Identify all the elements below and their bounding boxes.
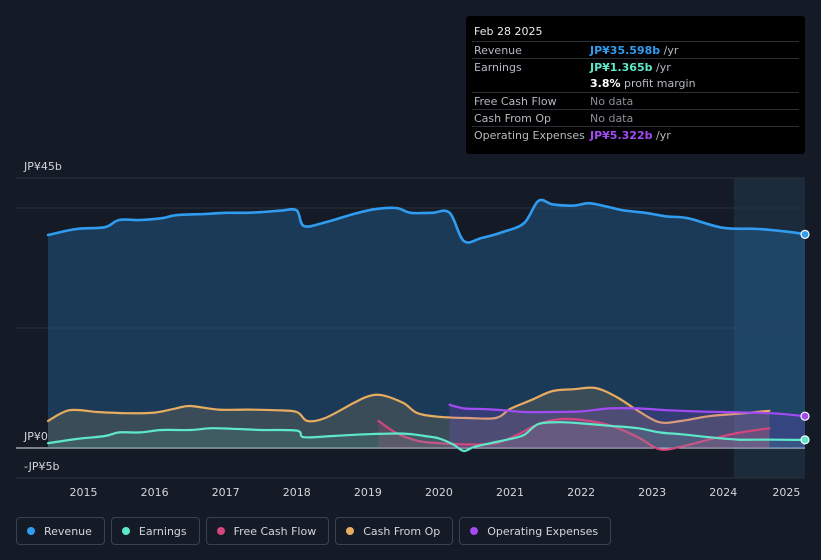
legend-item-free-cash-flow[interactable]: Free Cash Flow	[205, 517, 330, 545]
revenue-end-point	[800, 229, 810, 239]
legend-label: Operating Expenses	[487, 524, 599, 538]
cash-from-op-area	[48, 387, 770, 448]
tooltip-value: No data	[590, 112, 634, 125]
x-tick-label: 2024	[709, 486, 738, 499]
tooltip-label: Revenue	[474, 44, 522, 57]
x-tick-label: 2015	[69, 486, 98, 499]
free-cash-flow-area	[378, 418, 770, 450]
x-tick-label: 2019	[353, 486, 382, 499]
x-tick-label: 2022	[567, 486, 596, 499]
operating-expenses-dot-icon	[470, 527, 479, 535]
tooltip-unit: /yr	[655, 129, 671, 142]
cash-from-op-dot-icon	[346, 527, 355, 535]
tooltip-unit: profit margin	[624, 77, 696, 90]
free-cash-flow-dot-icon	[216, 527, 225, 535]
x-tick-label: 2025	[772, 486, 801, 499]
tooltip-label: Operating Expenses	[474, 129, 585, 142]
legend-item-earnings[interactable]: Earnings	[110, 517, 200, 545]
legend-item-cash-from-op[interactable]: Cash From Op	[335, 517, 454, 545]
tooltip-value: JP¥35.598b	[590, 44, 661, 57]
x-tick-label: 2020	[424, 486, 453, 499]
earnings-end-point	[800, 435, 810, 445]
tooltip-label: Earnings	[474, 61, 522, 74]
operating-expenses-end-point	[800, 411, 810, 421]
tooltip-value: No data	[590, 95, 634, 108]
revenue-line	[46, 198, 807, 244]
tooltip-row-cash-from-op: Cash From Op No data	[472, 109, 799, 127]
legend-item-operating-expenses[interactable]: Operating Expenses	[459, 517, 612, 545]
tooltip-label: Free Cash Flow	[474, 95, 557, 108]
tooltip-row-free-cash-flow: Free Cash Flow No data	[472, 92, 799, 110]
legend-item-revenue[interactable]: Revenue	[16, 517, 105, 545]
tooltip-value: 3.8%	[590, 77, 621, 90]
x-tick-label: 2018	[282, 486, 311, 499]
y-axis-bottom-label: -JP¥5b	[24, 460, 60, 473]
tooltip-label: Cash From Op	[474, 112, 552, 125]
tooltip-value: JP¥5.322b	[590, 129, 653, 142]
cash-from-op-line	[46, 386, 771, 424]
chart-legend: Revenue Earnings Free Cash Flow Cash Fro…	[16, 517, 612, 547]
x-tick-label: 2021	[496, 486, 525, 499]
y-axis-top-label: JP¥45b	[24, 160, 62, 173]
y-axis-zero-label: JP¥0	[24, 430, 48, 443]
tooltip-row-revenue: Revenue JP¥35.598b /yr	[472, 41, 799, 59]
tooltip-unit: /yr	[655, 61, 671, 74]
tooltip-unit: /yr	[663, 44, 679, 57]
tooltip-row-earnings: Earnings JP¥1.365b /yr	[472, 58, 799, 76]
revenue-area	[48, 199, 805, 448]
earnings-dot-icon	[121, 527, 130, 535]
tooltip-row-operating-expenses: Operating Expenses JP¥5.322b /yr	[472, 126, 799, 144]
data-tooltip: Feb 28 2025 Revenue JP¥35.598b /yr Earni…	[466, 16, 805, 154]
tooltip-row-margin: 3.8% profit margin	[472, 75, 799, 92]
legend-label: Earnings	[138, 524, 187, 538]
x-tick-label: 2023	[638, 486, 667, 499]
x-tick-label: 2016	[140, 486, 169, 499]
x-tick-label: 2017	[211, 486, 240, 499]
legend-label: Revenue	[44, 524, 92, 538]
earnings-line	[46, 421, 807, 453]
tooltip-value: JP¥1.365b	[590, 61, 653, 74]
operating-expenses-line	[448, 403, 807, 418]
legend-label: Free Cash Flow	[233, 524, 317, 538]
tooltip-date: Feb 28 2025	[474, 25, 543, 38]
revenue-dot-icon	[27, 527, 35, 535]
legend-label: Cash From Op	[363, 524, 441, 538]
free-cash-flow-line	[377, 417, 771, 451]
